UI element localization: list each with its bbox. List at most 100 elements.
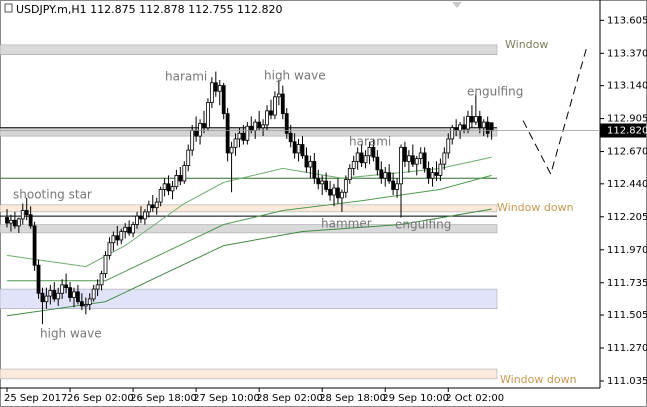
candle-body xyxy=(391,180,396,190)
candle-body xyxy=(44,295,49,303)
candle-body xyxy=(107,242,112,256)
moving-average xyxy=(6,208,492,317)
candle-body xyxy=(119,231,124,241)
candle-body xyxy=(24,210,29,216)
candle-body xyxy=(485,121,490,134)
candle-body xyxy=(48,290,53,297)
candle-body xyxy=(375,156,380,171)
candle-body xyxy=(233,138,238,148)
candle-body xyxy=(20,210,25,220)
candle-body xyxy=(363,155,368,164)
candle-body xyxy=(79,301,84,307)
candle-body xyxy=(276,93,281,98)
candle-body xyxy=(336,187,340,199)
candle-body xyxy=(111,235,116,244)
window-down-label: Window down xyxy=(497,201,574,214)
candle-body xyxy=(162,183,167,190)
x-tick-label: 28 Sep 18:00 xyxy=(319,393,386,404)
candle-body xyxy=(178,175,183,182)
candle-body xyxy=(60,284,65,294)
candle-body xyxy=(64,284,68,289)
candle-body xyxy=(229,146,234,154)
menu-arrow[interactable] xyxy=(452,2,462,8)
y-tick-label: 111.270 xyxy=(607,343,647,354)
last-price-box xyxy=(600,123,646,138)
pattern-label: hammer xyxy=(321,217,372,231)
candle-body xyxy=(154,201,159,209)
candle-body xyxy=(209,82,214,103)
price-zone xyxy=(0,368,498,380)
candle-body xyxy=(170,186,175,192)
candle-body xyxy=(438,163,443,176)
candle-body xyxy=(304,155,309,168)
price-zone xyxy=(0,44,498,55)
candle-body xyxy=(430,172,435,179)
candle-body xyxy=(426,167,431,179)
candle-body xyxy=(273,96,277,116)
candle-body xyxy=(241,132,246,141)
y-tick-label: 113.605 xyxy=(607,15,647,26)
candle-body xyxy=(56,292,61,300)
candle-body xyxy=(379,169,384,179)
candle-body xyxy=(292,141,297,154)
candle-body xyxy=(477,116,482,129)
candle-body xyxy=(328,189,332,196)
y-tick-label: 111.505 xyxy=(607,310,647,321)
candle-body xyxy=(182,165,187,182)
candle-body xyxy=(418,152,423,159)
pattern-label: harami xyxy=(349,135,391,149)
candle-body xyxy=(198,123,202,137)
axes: 113.605 113.370 113.140 112.905 112.670 112.4… xyxy=(4,15,647,404)
candle-body xyxy=(83,304,88,307)
candle-body xyxy=(91,288,96,300)
y-tick-label: 113.370 xyxy=(607,48,647,59)
y-tick-label: 112.905 xyxy=(607,114,647,125)
candle-body xyxy=(442,152,447,165)
moving-average xyxy=(7,174,492,282)
pattern-label: shooting star xyxy=(13,188,92,202)
candle-body xyxy=(473,116,478,123)
candle-body xyxy=(206,102,210,129)
candle-body xyxy=(332,187,336,196)
y-tick-label: 112.670 xyxy=(607,147,647,158)
candle-body xyxy=(186,149,191,166)
x-tick-label: 26 Sep 18:00 xyxy=(130,393,197,404)
candle-body xyxy=(123,226,128,232)
candle-body xyxy=(312,160,317,179)
x-tick-label: 29 Sep 10:00 xyxy=(382,393,449,404)
x-tick-label: 26 Sep 02:00 xyxy=(67,393,134,404)
candle-body xyxy=(253,121,258,131)
candle-body xyxy=(406,155,411,162)
candle-body xyxy=(52,290,57,300)
candle-body xyxy=(12,219,17,227)
candle-body xyxy=(284,113,289,134)
candle-body xyxy=(237,132,242,140)
candle-body xyxy=(150,204,155,209)
pattern-label: high wave xyxy=(264,69,326,83)
candle-body xyxy=(316,177,321,185)
candle-body xyxy=(454,127,459,131)
pattern-label: engulfing xyxy=(467,85,523,99)
candle-body xyxy=(446,138,451,154)
y-tick-label: 111.035 xyxy=(607,376,647,387)
candle-body xyxy=(470,116,474,123)
candle-body xyxy=(139,215,143,220)
candle-body xyxy=(103,254,108,275)
candle-body xyxy=(131,224,135,234)
candle-body xyxy=(9,219,13,224)
candle-body xyxy=(194,130,199,137)
candle-body xyxy=(32,225,37,266)
candle-body xyxy=(16,218,21,227)
candle-body xyxy=(190,130,195,151)
candle-body xyxy=(257,121,262,129)
candle-body xyxy=(135,215,139,225)
candle-body xyxy=(99,273,104,286)
candle-body xyxy=(351,160,356,169)
candle-body xyxy=(158,189,163,203)
candle-body xyxy=(142,211,147,220)
pattern-label: engulfing xyxy=(395,218,451,232)
candle-body xyxy=(5,217,9,224)
projection xyxy=(522,48,587,176)
chart-header: USDJPY.m,H1 112.875 112.878 112.755 112.… xyxy=(16,3,283,16)
